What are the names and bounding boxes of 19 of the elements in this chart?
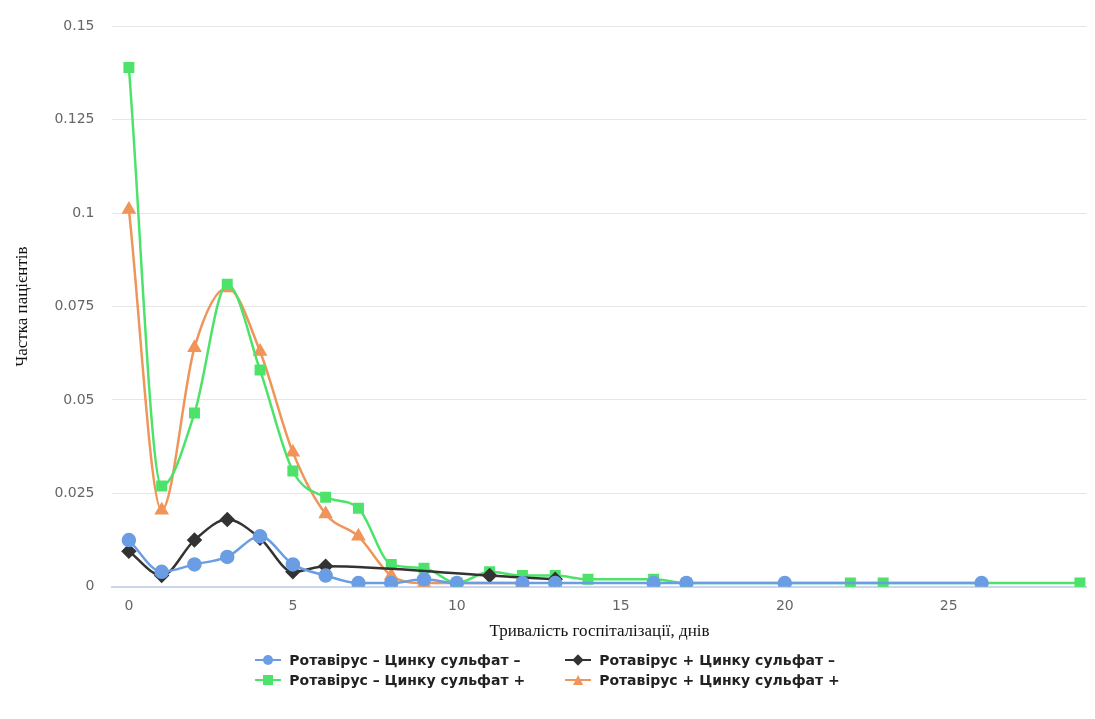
x-tick-label: 25 <box>939 596 958 613</box>
x-tick-label: 0 <box>124 596 134 613</box>
x-tick-label: 15 <box>611 596 630 613</box>
y-tick-label: 0.15 <box>63 17 95 34</box>
x-tick-label: 20 <box>775 596 794 613</box>
x-tick-label: 10 <box>447 596 466 613</box>
legend-label: Ротавірус + Цинку сульфат + <box>599 672 840 688</box>
y-tick-label: 0.075 <box>54 297 95 314</box>
x-tick-label: 5 <box>288 596 298 613</box>
legend-label: Ротавірус + Цинку сульфат – <box>599 652 835 668</box>
y-tick-label: 0.05 <box>63 390 95 407</box>
y-tick-label: 0 <box>85 577 95 594</box>
legend-label: Ротавірус – Цинку сульфат – <box>289 652 521 668</box>
y-tick-label: 0.125 <box>54 110 95 127</box>
x-axis-title: Тривалість госпіталізації, днів <box>489 621 710 641</box>
y-axis-title: Частка пацієнтів <box>11 246 31 367</box>
y-tick-label: 0.025 <box>54 484 95 501</box>
y-tick-label: 0.1 <box>72 203 95 220</box>
legend-label: Ротавірус – Цинку сульфат + <box>289 672 526 688</box>
